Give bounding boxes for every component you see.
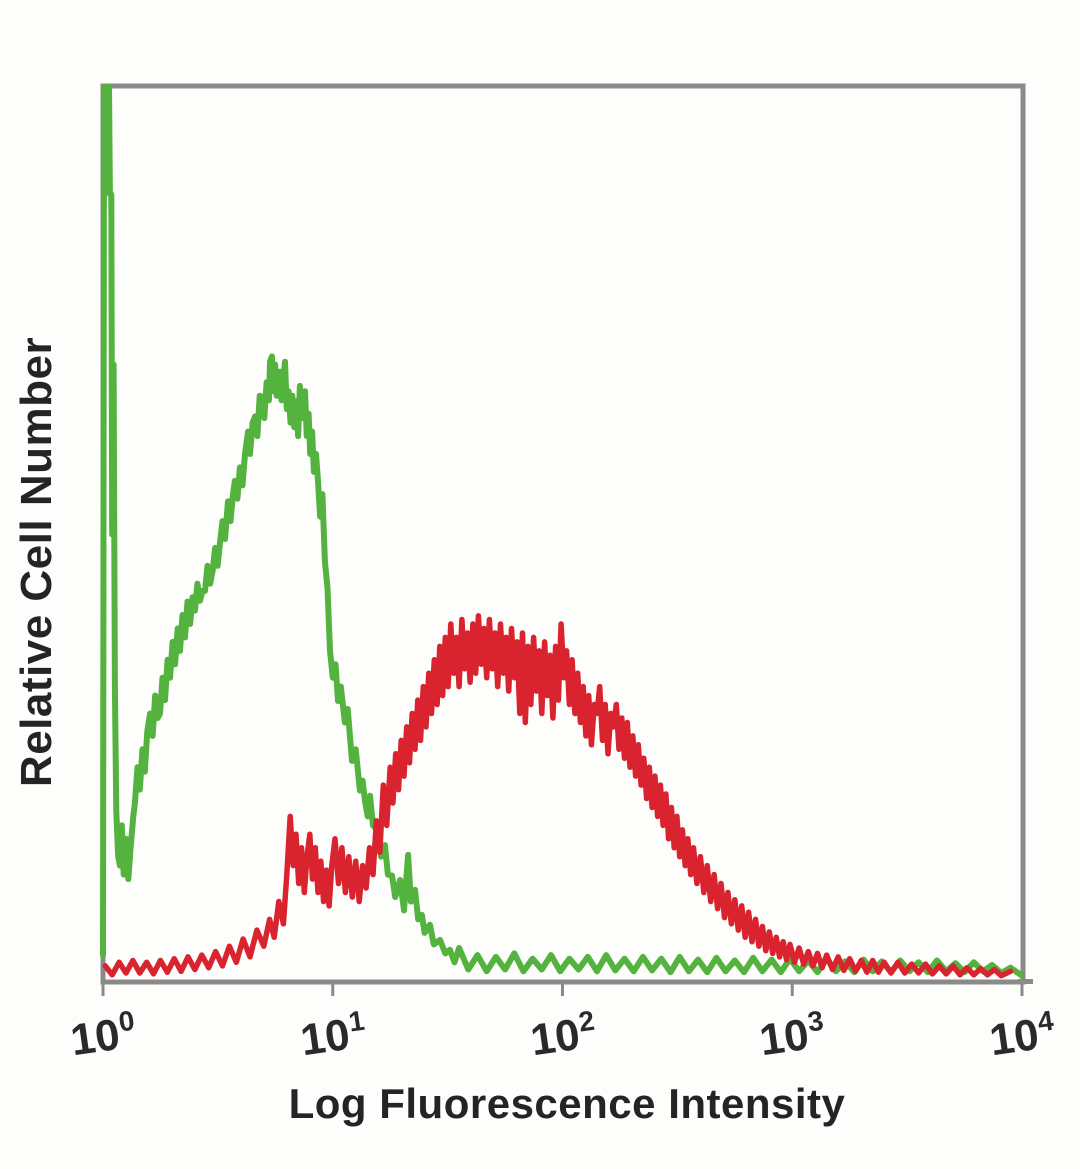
tick-base: 10 — [756, 1009, 813, 1066]
tick-base: 10 — [527, 1009, 583, 1066]
x-tick-label-10e3: 103 — [756, 1005, 828, 1066]
tick-base: 10 — [986, 1009, 1042, 1066]
x-axis-label: Log Fluorescence Intensity — [288, 1080, 846, 1127]
red-histogram-curve — [102, 613, 1014, 979]
plot-frame — [100, 83, 1026, 985]
tick-exponent: 1 — [346, 1004, 367, 1038]
y-axis-label: Relative Cell Number — [12, 336, 61, 788]
green-histogram-curve — [100, 84, 1025, 979]
x-tick-label-10e0: 100 — [67, 1005, 139, 1066]
tick-base: 10 — [67, 1009, 123, 1066]
x-tick-label-10e2: 102 — [527, 1005, 598, 1066]
x-tick-label-10e4: 104 — [986, 1005, 1058, 1066]
tick-base: 10 — [297, 1009, 353, 1066]
x-tick-label-10e1: 101 — [297, 1004, 368, 1066]
x-axis-tick-marks — [101, 984, 1024, 996]
